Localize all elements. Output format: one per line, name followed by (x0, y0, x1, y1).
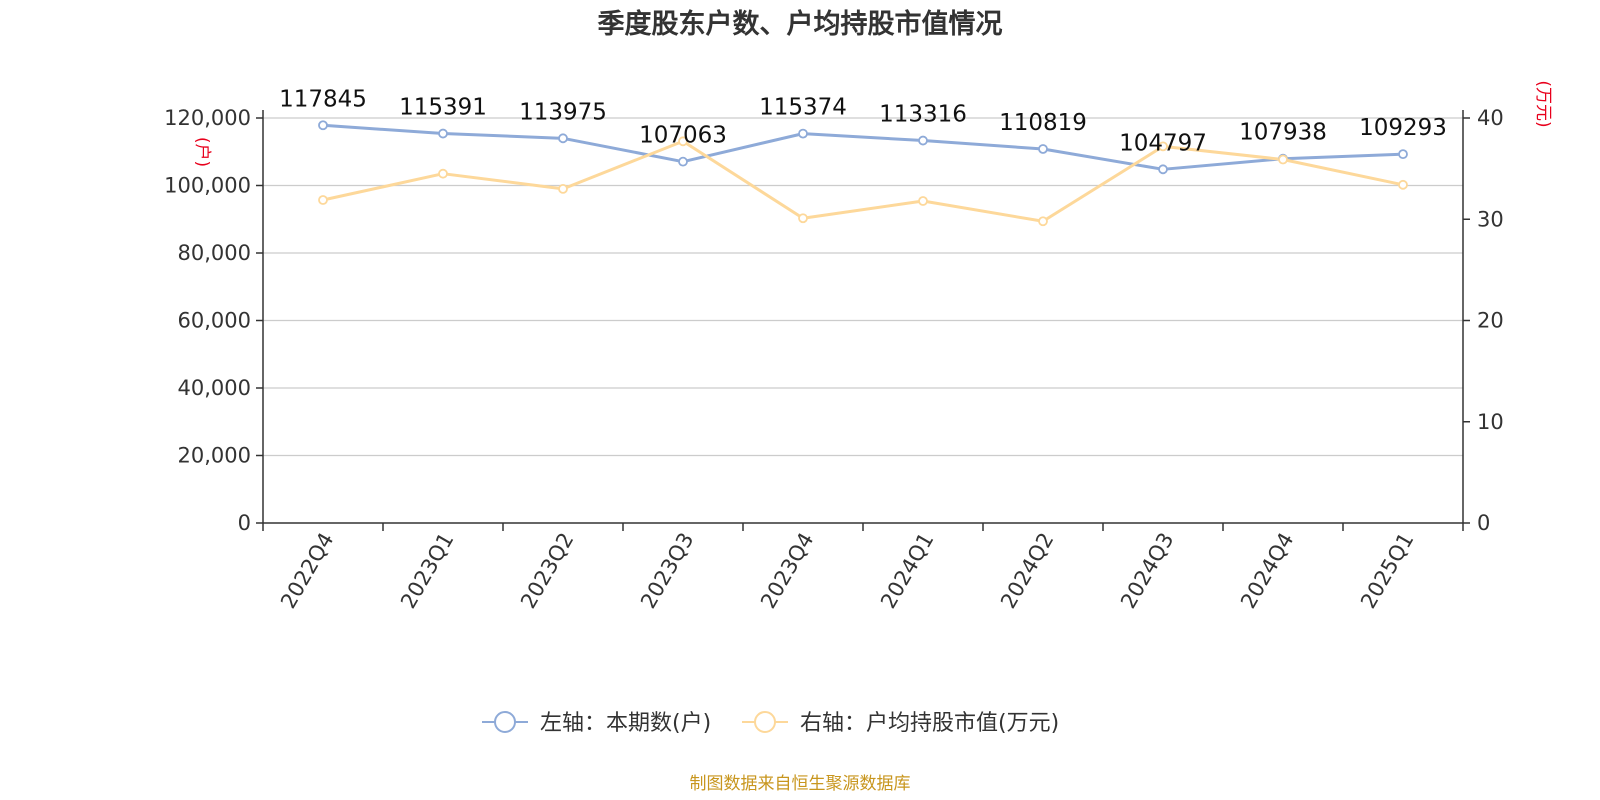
data-point[interactable] (918, 135, 928, 146)
x-tick-label: 2024Q2 (996, 529, 1058, 613)
legend-marker (494, 711, 516, 733)
data-label: 115374 (759, 95, 847, 121)
right-tick-label: 30 (1477, 207, 1504, 231)
data-point[interactable] (438, 128, 448, 139)
x-tick-label: 2024Q3 (1116, 529, 1178, 613)
left-tick-label: 120,000 (164, 106, 251, 130)
left-tick-label: 80,000 (178, 241, 251, 265)
legend-label: 右轴：户均持股市值(万元) (800, 711, 1059, 736)
x-tick-label: 2024Q1 (876, 529, 938, 613)
series-line-0 (322, 123, 1404, 171)
left-tick-label: 100,000 (164, 174, 251, 198)
data-label: 113975 (519, 99, 607, 125)
data-point[interactable] (1398, 179, 1408, 190)
source-note: 制图数据来自恒生聚源数据库 (690, 774, 911, 794)
right-axis-unit: (万元) (1533, 80, 1553, 127)
data-point[interactable] (318, 120, 328, 131)
chart-title: 季度股东户数、户均持股市值情况 (598, 8, 1003, 40)
data-labels: 117845 115391 113975 107063 115374 113316 1108… (279, 86, 1447, 156)
data-point[interactable] (1158, 164, 1168, 175)
data-point[interactable] (1158, 141, 1168, 152)
left-tick-label: 20,000 (178, 444, 251, 468)
data-label: 115391 (399, 95, 487, 121)
data-point[interactable] (1278, 154, 1288, 165)
x-tick-label: 2023Q4 (756, 529, 818, 613)
series-points (318, 120, 1408, 227)
left-tick-label: 40,000 (178, 376, 251, 400)
data-point[interactable] (678, 136, 688, 147)
data-point[interactable] (438, 168, 448, 179)
right-tick-label: 40 (1477, 106, 1504, 130)
data-point[interactable] (318, 195, 328, 205)
legend-marker (754, 711, 776, 733)
series-lines (322, 123, 1404, 223)
data-label: 109293 (1359, 115, 1447, 141)
legend-item-0[interactable]: 左轴：本期数(户) (482, 711, 711, 736)
data-label: 107063 (639, 123, 727, 149)
data-label: 104797 (1119, 130, 1207, 156)
data-label: 113316 (879, 102, 967, 128)
grid (263, 117, 1463, 457)
data-label: 117845 (279, 86, 367, 112)
right-tick-label: 10 (1477, 410, 1504, 434)
right-tick-label: 0 (1477, 511, 1490, 535)
legend-label: 左轴：本期数(户) (540, 711, 711, 736)
legend-item-1[interactable]: 右轴：户均持股市值(万元) (742, 711, 1059, 736)
data-label: 110819 (999, 110, 1087, 136)
x-tick-label: 2023Q2 (516, 529, 578, 613)
left-axis-unit: (户) (192, 137, 212, 167)
x-tick-label: 2023Q3 (636, 529, 698, 613)
data-point[interactable] (678, 156, 688, 167)
series-line-1 (322, 139, 1404, 223)
left-tick-label: 0 (238, 511, 251, 535)
data-point[interactable] (1038, 144, 1048, 154)
left-tick-label: 60,000 (178, 309, 251, 333)
legend[interactable]: 左轴：本期数(户) 右轴：户均持股市值(万元) (482, 711, 1059, 736)
x-tick-label: 2025Q1 (1356, 529, 1418, 613)
right-tick-label: 20 (1477, 309, 1504, 333)
x-tick-label: 2022Q4 (276, 529, 338, 613)
data-point[interactable] (918, 196, 928, 206)
data-point[interactable] (1398, 149, 1408, 160)
data-point[interactable] (798, 213, 808, 224)
data-point[interactable] (558, 133, 568, 144)
axes: 0 20,000 40,000 60,000 80,000 100,000 120,000 0… (164, 80, 1553, 612)
data-point[interactable] (1038, 216, 1048, 227)
data-point[interactable] (798, 128, 808, 139)
x-tick-label: 2024Q4 (1236, 529, 1298, 613)
data-point[interactable] (558, 183, 568, 194)
x-tick-label: 2023Q1 (396, 529, 458, 613)
data-label: 107938 (1239, 120, 1327, 146)
